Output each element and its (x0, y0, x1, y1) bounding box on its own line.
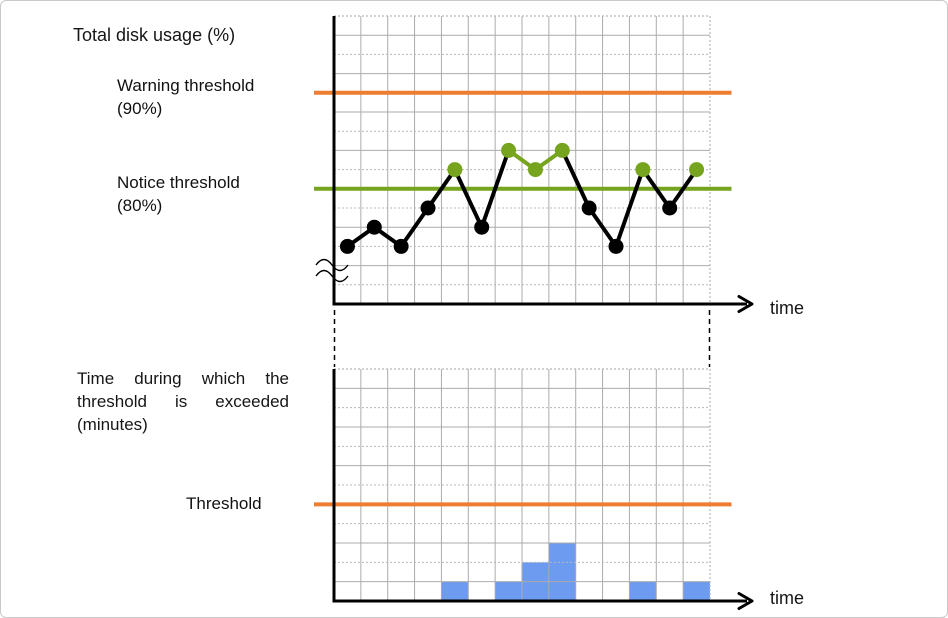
x-axis-arrowhead (737, 295, 754, 313)
usage-point (581, 200, 597, 216)
usage-point (420, 200, 436, 216)
usage-point-above-notice (689, 162, 705, 178)
warning-threshold-line2: (90%) (117, 99, 163, 118)
axis-break-squiggle (315, 269, 349, 283)
bottom-threshold-label: Threshold (186, 494, 262, 513)
usage-line-segment (587, 206, 618, 249)
usage-point-above-notice (527, 162, 543, 178)
axis-break-squiggle (315, 258, 349, 272)
bottom-chart-title: Time during which the threshold is excee… (77, 369, 289, 434)
usage-point-above-notice (635, 162, 651, 178)
usage-point (393, 238, 409, 254)
usage-line-segment (452, 167, 484, 230)
usage-line-segment (399, 206, 430, 249)
notice-threshold-line2: (80%) (117, 196, 163, 215)
usage-line-segment (667, 167, 699, 210)
usage-point-above-notice (501, 142, 517, 158)
warning-threshold-line1: Warning threshold (117, 76, 255, 95)
usage-point (366, 219, 382, 235)
exceeded-time-bar (629, 581, 657, 601)
usage-point (474, 219, 490, 235)
exceeded-time-bar (495, 581, 522, 601)
warning-threshold-label: Warning threshold (90%) (117, 74, 254, 120)
notice-threshold-line1: Notice threshold (117, 173, 240, 192)
usage-line-segment (640, 167, 672, 210)
bottom-time-axis-label: time (770, 588, 805, 608)
x-axis-arrowhead (737, 592, 754, 610)
usage-point (662, 200, 678, 216)
usage-line-segment (560, 148, 592, 210)
usage-line-segment (614, 167, 645, 249)
usage-line-segment (426, 167, 457, 210)
usage-point-above-notice (447, 162, 463, 178)
usage-point (608, 238, 624, 254)
top-time-axis-label: time (770, 298, 805, 318)
top-chart-title: Total disk usage (%) (73, 25, 236, 45)
exceeded-time-bar (548, 543, 576, 601)
usage-line-segment (479, 148, 511, 230)
exceeded-time-bar (441, 581, 469, 601)
notice-threshold-label: Notice threshold (80%) (117, 171, 240, 217)
exceeded-time-bar (683, 581, 710, 601)
usage-point (339, 238, 355, 254)
usage-point-above-notice (554, 142, 570, 158)
